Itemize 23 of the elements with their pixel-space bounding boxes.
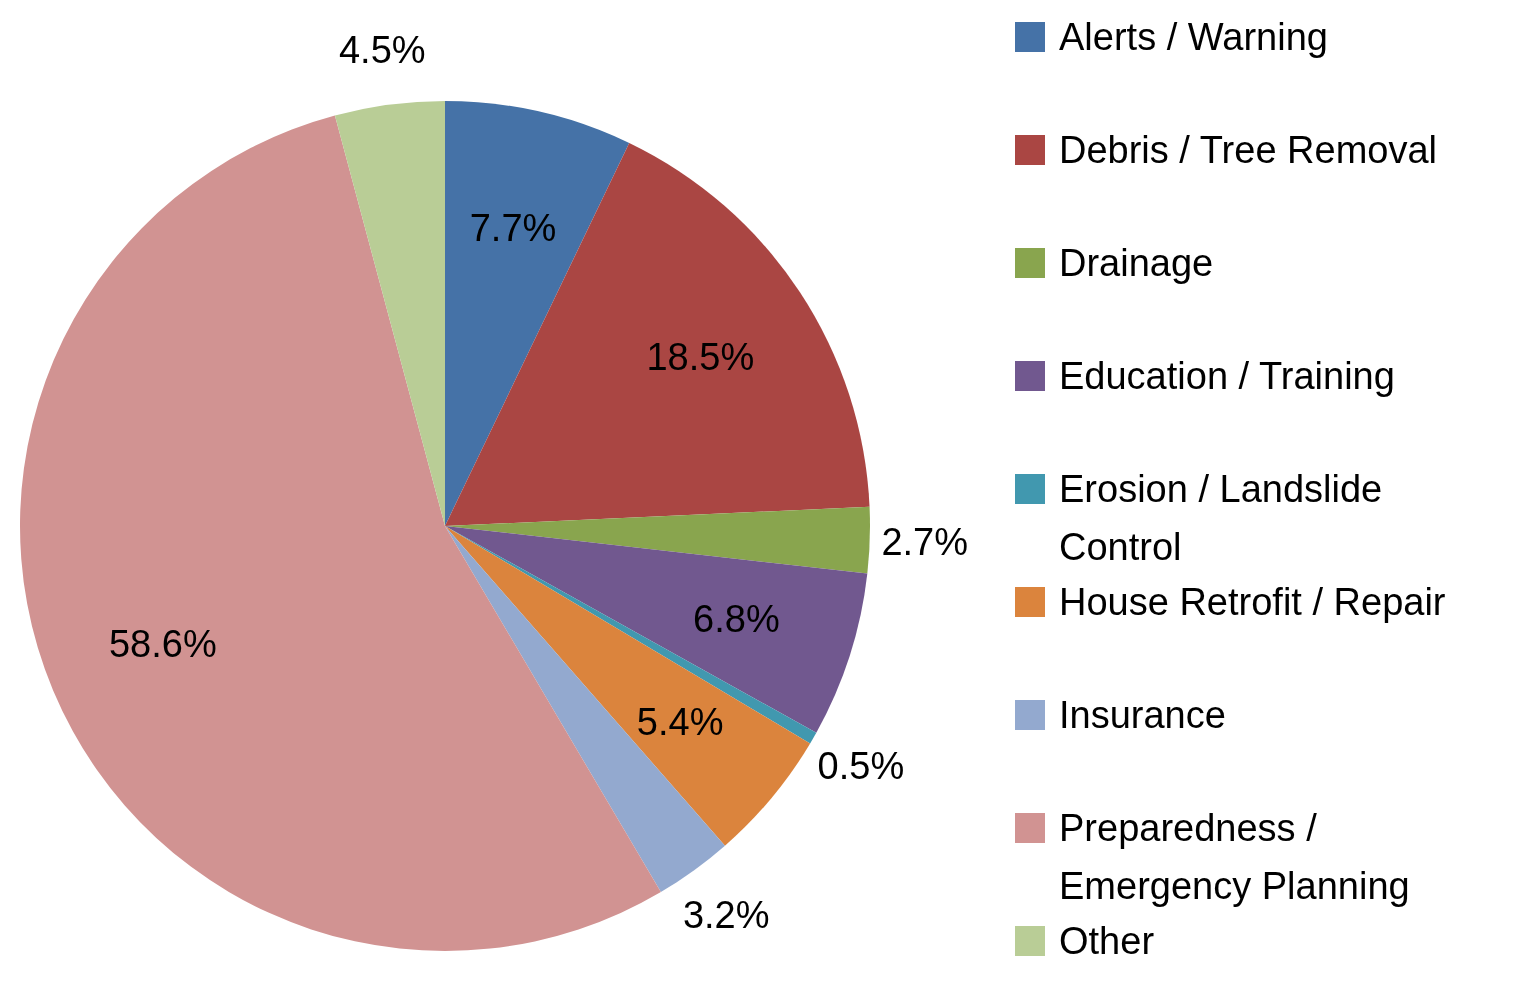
- data-label: 6.8%: [693, 598, 780, 641]
- data-label: 58.6%: [108, 623, 217, 666]
- pie-slice: [445, 526, 868, 733]
- pie-slice: [334, 101, 445, 526]
- pie-slice: [445, 143, 870, 526]
- legend-label: Education / Training: [1059, 354, 1395, 399]
- data-label: 0.5%: [817, 744, 905, 787]
- data-label: 7.7%: [469, 206, 557, 249]
- legend-label: Other: [1059, 919, 1155, 964]
- pie-slice: [445, 526, 811, 846]
- data-label: 18.5%: [646, 336, 755, 379]
- legend-label: Erosion / Landslide Control: [1059, 467, 1384, 570]
- legend-label: Insurance: [1059, 693, 1226, 738]
- legend-label: Preparedness / Emergency Planning: [1059, 806, 1411, 909]
- data-label: 5.4%: [636, 700, 724, 743]
- pie-slice: [445, 101, 630, 526]
- data-label: 3.2%: [682, 893, 770, 936]
- legend-label: Drainage: [1059, 241, 1214, 286]
- data-label: 4.5%: [338, 29, 426, 72]
- legend-label: Alerts / Warning: [1059, 15, 1328, 60]
- data-label: 2.7%: [881, 521, 969, 564]
- legend-label: Debris / Tree Removal: [1059, 128, 1438, 173]
- legend-label: House Retrofit / Repair: [1059, 580, 1446, 625]
